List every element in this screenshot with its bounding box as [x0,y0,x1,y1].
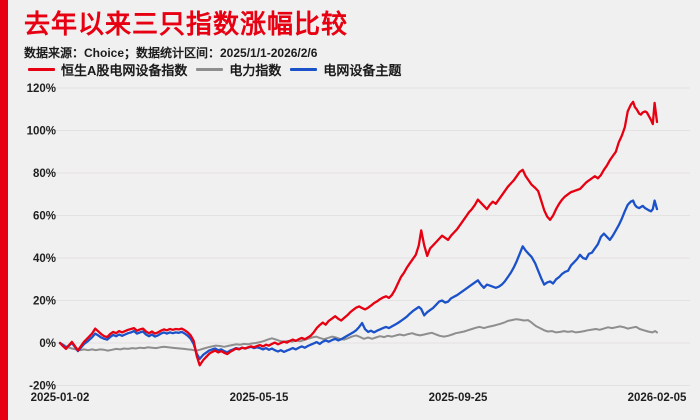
x-axis-tick-label: 2025-09-25 [429,392,488,404]
legend-label: 电网设备主题 [323,63,402,78]
legend-item-1[interactable]: 电力指数 [196,60,281,79]
y-axis-tick-label: 80% [33,168,56,180]
legend-item-0[interactable]: 恒生A股电网设备指数 [28,60,187,79]
x-axis-tick-label: 2025-01-02 [31,392,90,404]
legend-label: 恒生A股电网设备指数 [61,63,188,78]
series-line-电力指数 [59,318,658,352]
series-line-恒生A股电网设备指数 [58,100,659,367]
legend-line-swatch [290,68,318,71]
y-axis-tick-label: -20% [29,381,56,393]
y-axis-tick-label: 120% [27,83,56,95]
left-accent-bar [0,0,8,420]
y-axis-tick-label: 40% [33,253,56,265]
x-axis-tick-label: 2026-02-05 [628,392,687,404]
header: 去年以来三只指数涨幅比较 数据来源：Choice；数据统计区间：2025/1/1… [24,8,684,61]
series-line-电网设备主题 [58,199,659,361]
x-axis-tick-label: 2025-05-15 [230,392,289,404]
y-axis-tick-label: 100% [27,126,56,138]
legend-label: 电力指数 [229,63,282,78]
legend: 恒生A股电网设备指数 电力指数 电网设备主题 [28,60,401,79]
legend-line-swatch [196,68,224,71]
legend-item-2[interactable]: 电网设备主题 [290,60,401,79]
y-axis-tick-label: 0% [39,338,56,350]
y-axis-tick-label: 60% [33,211,56,223]
legend-line-swatch [28,68,55,71]
page-title: 去年以来三只指数涨幅比较 [24,9,349,39]
data-source-note: 数据来源：Choice；数据统计区间：2025/1/1-2026/2/6 [24,46,318,60]
y-axis-tick-label: 20% [33,296,56,308]
